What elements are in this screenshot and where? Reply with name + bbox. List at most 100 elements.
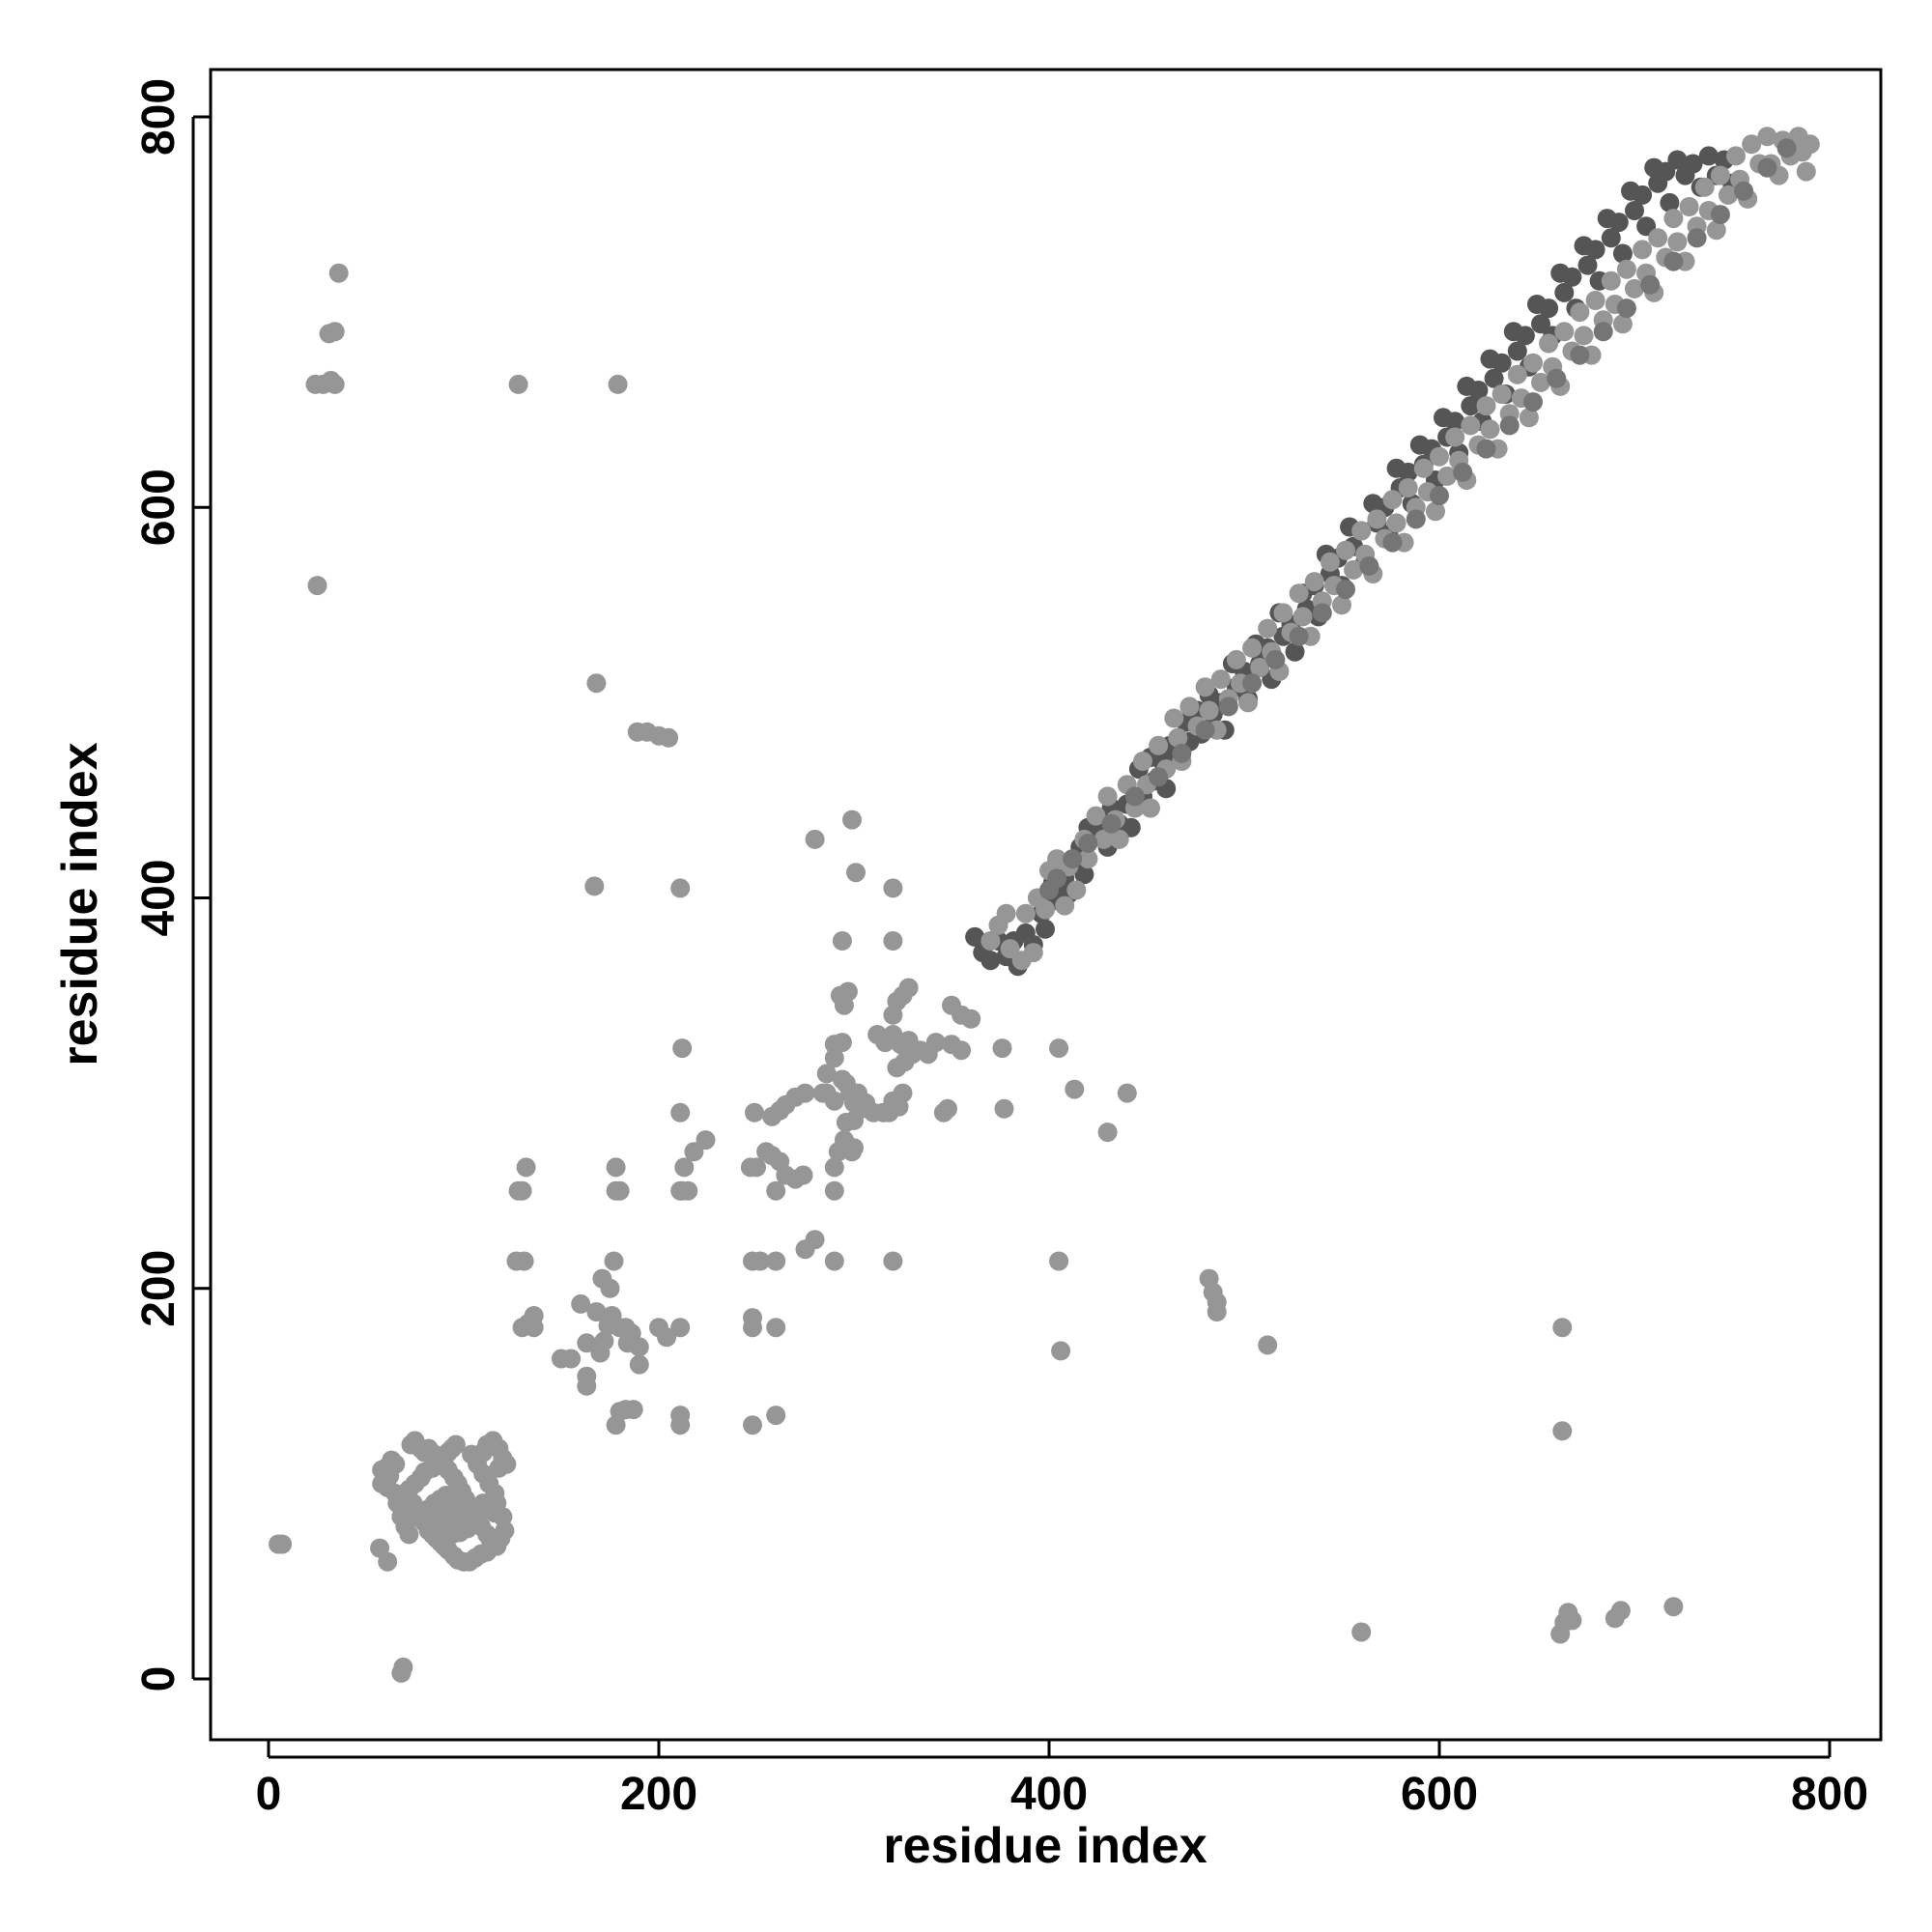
data-point — [1238, 693, 1258, 713]
data-point — [1109, 829, 1129, 849]
data-point — [1047, 868, 1067, 889]
data-point — [980, 931, 1001, 951]
data-point — [325, 322, 345, 342]
data-point — [846, 863, 866, 883]
data-point — [508, 374, 528, 394]
data-point — [1610, 1601, 1631, 1621]
data-point — [445, 1435, 466, 1455]
data-point — [1382, 532, 1403, 553]
data-point — [1332, 595, 1351, 615]
data-point — [1149, 767, 1169, 787]
data-point — [1625, 201, 1644, 220]
data-point — [584, 876, 605, 896]
data-point — [1036, 899, 1055, 920]
data-point — [606, 1157, 626, 1178]
data-point — [1800, 134, 1820, 155]
y-tick-label: 400 — [133, 859, 185, 936]
x-axis: 0 200 400 600 800 — [256, 1740, 1868, 1820]
data-point — [1207, 1302, 1227, 1321]
data-point — [1097, 786, 1118, 807]
data-point — [1382, 490, 1403, 510]
data-point — [1612, 243, 1633, 264]
data-point — [1398, 478, 1418, 497]
data-point — [1074, 865, 1094, 885]
data-point — [1625, 278, 1644, 298]
data-point — [1179, 696, 1200, 717]
data-point — [996, 903, 1016, 923]
data-point — [1195, 720, 1215, 740]
data-point — [1476, 396, 1496, 416]
data-point — [1687, 228, 1707, 248]
data-point — [766, 1318, 786, 1338]
data-point — [594, 1331, 614, 1351]
y-tick-label: 0 — [133, 1666, 185, 1692]
data-point — [1507, 341, 1527, 361]
data-point — [1640, 274, 1661, 295]
y-tick-label: 800 — [133, 78, 185, 156]
data-point — [561, 1349, 582, 1369]
data-point — [1242, 673, 1263, 694]
data-point — [604, 1251, 624, 1271]
data-point — [1172, 743, 1192, 763]
data-point — [1406, 509, 1426, 529]
data-point — [766, 1251, 786, 1271]
data-point — [1023, 943, 1043, 963]
data-point — [1698, 146, 1719, 166]
data-point — [1242, 638, 1263, 658]
data-point — [1453, 462, 1473, 482]
data-point — [1426, 501, 1445, 522]
data-point — [1258, 1335, 1278, 1355]
data-point — [1531, 314, 1550, 334]
data-point — [824, 1251, 844, 1271]
data-point — [898, 978, 919, 998]
data-point — [1468, 381, 1489, 400]
data-point — [1273, 603, 1293, 623]
data-point — [1226, 649, 1246, 669]
data-point — [1710, 205, 1730, 225]
data-point — [670, 1415, 691, 1435]
data-point — [608, 374, 628, 394]
data-point — [670, 878, 691, 898]
data-point — [307, 576, 327, 596]
data-point — [1413, 458, 1434, 478]
data-point — [1616, 259, 1636, 279]
data-point — [485, 1503, 505, 1523]
data-point — [1562, 267, 1582, 287]
data-point — [848, 1083, 867, 1103]
data-point — [1049, 1038, 1069, 1059]
data-point — [1066, 880, 1087, 900]
data-point — [925, 1033, 946, 1053]
data-point — [992, 1038, 1012, 1059]
data-point — [577, 1376, 597, 1396]
data-point — [670, 1102, 691, 1122]
data-point — [1710, 165, 1730, 185]
data-point — [1367, 509, 1387, 529]
data-point — [1523, 392, 1543, 412]
data-point — [1683, 154, 1703, 174]
data-point — [824, 1157, 844, 1178]
data-point — [1648, 228, 1668, 248]
data-point — [1359, 555, 1379, 576]
data-point — [325, 374, 345, 394]
data-point — [1051, 1341, 1071, 1361]
data-point — [1663, 1597, 1684, 1617]
data-point — [824, 1180, 844, 1201]
data-point — [1124, 786, 1145, 807]
data-point — [965, 926, 985, 947]
data-point — [1480, 419, 1500, 440]
x-tick-label: 800 — [1791, 1769, 1868, 1820]
data-point — [1312, 603, 1332, 623]
data-point — [1484, 368, 1504, 388]
data-point — [1386, 513, 1406, 533]
data-point — [1476, 439, 1496, 459]
data-point — [1523, 353, 1543, 373]
data-point — [672, 1038, 693, 1059]
data-point — [1094, 829, 1114, 849]
data-point — [617, 1333, 638, 1353]
data-point — [832, 931, 852, 951]
data-point — [812, 1083, 833, 1103]
data-point — [1492, 353, 1512, 373]
data-point — [844, 1138, 864, 1158]
x-tick-label: 400 — [1010, 1769, 1088, 1820]
data-point — [1554, 322, 1575, 342]
